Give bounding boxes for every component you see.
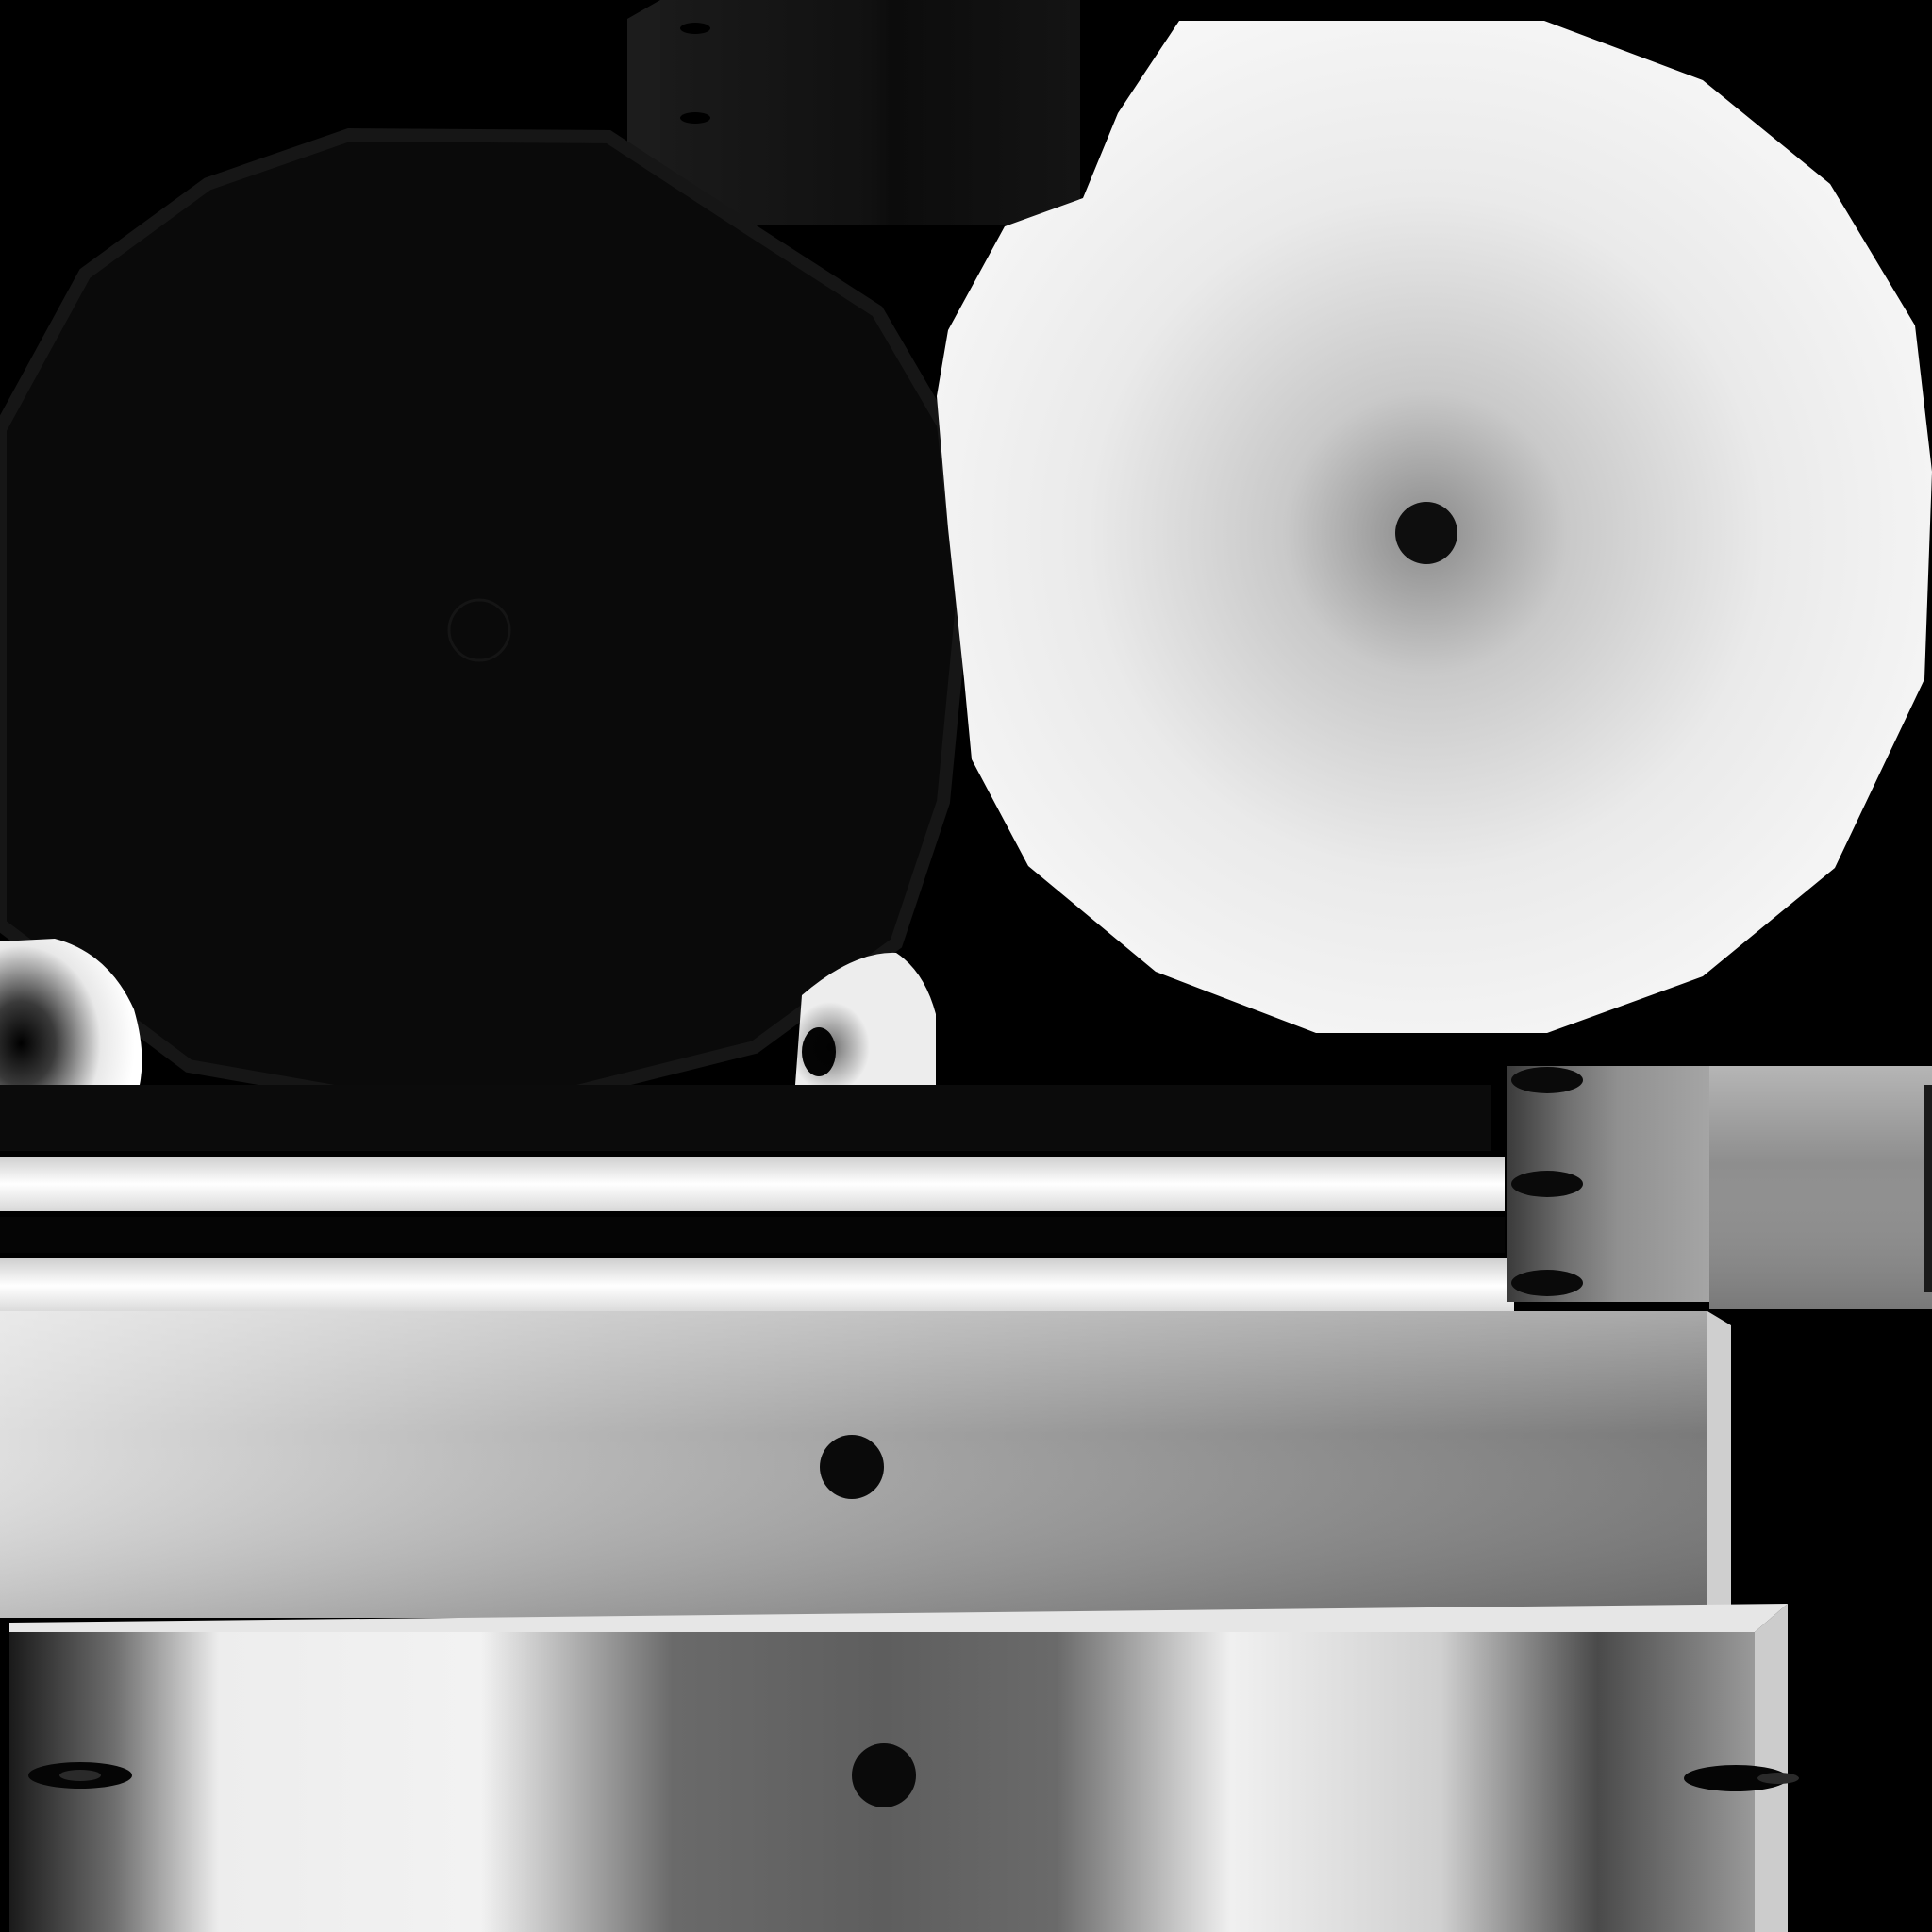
top-bracket-island: [627, 0, 1080, 225]
wheel-face-light-island: [937, 21, 1932, 1033]
left-cap-island: [0, 939, 142, 1113]
wheel-face-dark-island: [0, 127, 970, 1107]
rail-strips-island: [0, 1085, 1514, 1313]
center-cap-island: [791, 952, 936, 1113]
side-block-island: [1507, 1066, 1932, 1309]
bar-lower-island: [9, 1604, 1799, 1932]
bar-upper-island: [0, 1311, 1731, 1618]
